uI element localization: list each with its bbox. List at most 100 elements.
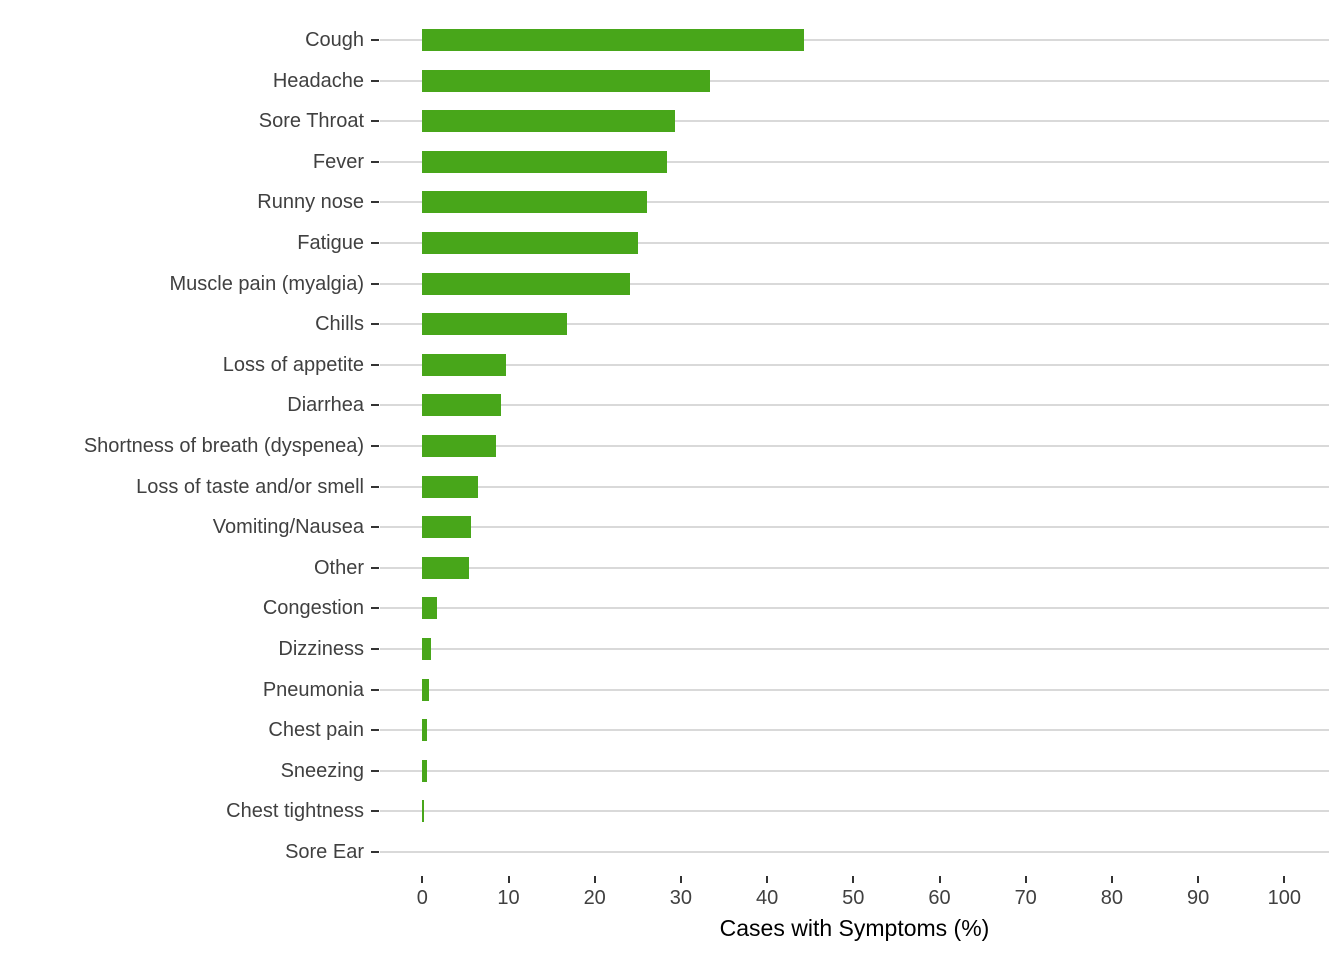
y-axis-label: Other (313, 556, 364, 579)
x-axis-tick (507, 876, 510, 883)
x-axis-tick-label: 50 (842, 887, 865, 909)
plot-panel (380, 16, 1329, 876)
y-axis-tick (371, 607, 379, 610)
y-axis-label: Chest pain (268, 719, 364, 742)
y-axis-tick (371, 160, 379, 163)
y-axis-label: Cough (305, 29, 364, 51)
bar (422, 272, 631, 295)
y-axis-label: Fatigue (297, 232, 364, 254)
bar (422, 516, 471, 539)
y-axis-label: Shortness of breath (dyspenea) (83, 435, 364, 457)
gridline (380, 323, 1329, 326)
bar (422, 759, 427, 782)
y-axis-label: Sore Ear (285, 841, 364, 863)
bar (422, 719, 428, 742)
x-axis-tick-label: 80 (1100, 887, 1124, 909)
gridline (380, 648, 1329, 650)
gridline (380, 769, 1329, 772)
y-axis-tick (371, 39, 379, 41)
bar (422, 29, 805, 51)
gridline (380, 282, 1329, 285)
y-axis-tick (371, 688, 379, 691)
bar (422, 353, 506, 376)
gridline (380, 363, 1329, 366)
x-axis-tick-label: 60 (928, 887, 951, 909)
y-axis-label: Muscle pain (myalgia) (169, 272, 364, 295)
x-axis-tick-label: 0 (416, 887, 428, 909)
y-axis-tick (371, 201, 379, 204)
y-axis-tick (371, 810, 379, 813)
gridline (380, 445, 1329, 447)
y-axis-tick (371, 323, 379, 326)
y-axis-label: Chest tightness (226, 800, 364, 823)
gridline (380, 810, 1329, 813)
x-axis-tick (1197, 876, 1200, 883)
x-axis-tick (679, 876, 682, 883)
y-axis-label: Headache (272, 69, 364, 92)
y-axis-label: Sore Throat (258, 110, 364, 133)
y-axis-tick (371, 851, 379, 853)
bar (422, 800, 425, 823)
y-axis-label: Fever (312, 150, 364, 173)
y-axis-tick (371, 769, 379, 772)
x-axis-tick-label: 70 (1014, 887, 1037, 909)
x-axis-tick-label: 90 (1186, 887, 1210, 909)
x-axis-tick-label: 40 (755, 887, 779, 909)
gridline (380, 851, 1329, 853)
bar (422, 313, 568, 336)
bar (422, 110, 675, 133)
x-axis-tick-label: 30 (669, 887, 693, 909)
gridline (380, 160, 1329, 163)
y-axis-label: Pneumonia (262, 678, 364, 701)
bar (422, 191, 648, 214)
y-axis-label: Dizziness (278, 638, 364, 660)
y-axis-tick (371, 648, 379, 650)
gridline (380, 607, 1329, 610)
gridline (380, 79, 1329, 82)
gridline (380, 120, 1329, 123)
x-axis-tick-label: 20 (583, 887, 606, 909)
gridline (380, 201, 1329, 204)
y-axis-tick (371, 445, 379, 447)
gridline (380, 39, 1329, 41)
x-axis-tick (938, 876, 941, 883)
y-axis-tick (371, 729, 379, 732)
gridline (380, 729, 1329, 732)
y-axis-tick (371, 242, 379, 244)
x-axis-tick (766, 876, 769, 883)
bar (422, 638, 431, 660)
y-axis-tick (371, 120, 379, 123)
y-axis-label: Diarrhea (287, 394, 364, 417)
y-axis-label: Congestion (262, 597, 364, 620)
x-axis-tick (593, 876, 596, 883)
gridline (380, 688, 1329, 691)
bar (422, 556, 469, 579)
y-axis-tick (371, 566, 379, 569)
gridline (380, 242, 1329, 244)
y-axis-label: Runny nose (257, 191, 364, 214)
y-axis-label: Sneezing (280, 759, 364, 782)
y-axis-tick (371, 79, 379, 82)
bar (422, 69, 711, 92)
y-axis-label: Chills (315, 313, 364, 336)
bar (422, 475, 479, 498)
x-axis-tick (1024, 876, 1027, 883)
x-axis-tick (1110, 876, 1113, 883)
y-axis-tick (371, 282, 379, 285)
gridline (380, 485, 1329, 488)
y-axis-label: Vomiting/Nausea (212, 516, 364, 539)
bar (422, 678, 430, 701)
bar (422, 435, 496, 457)
y-axis-label: Loss of taste and/or smell (136, 475, 364, 498)
gridline (380, 404, 1329, 407)
y-axis-tick (371, 526, 379, 529)
y-axis-tick (371, 404, 379, 407)
y-axis-tick (371, 485, 379, 488)
gridline (380, 566, 1329, 569)
gridline (380, 526, 1329, 529)
x-axis-title: Cases with Symptoms (%) (719, 915, 990, 941)
x-axis-tick (421, 876, 424, 883)
bar (422, 232, 638, 254)
x-axis-tick (852, 876, 855, 883)
